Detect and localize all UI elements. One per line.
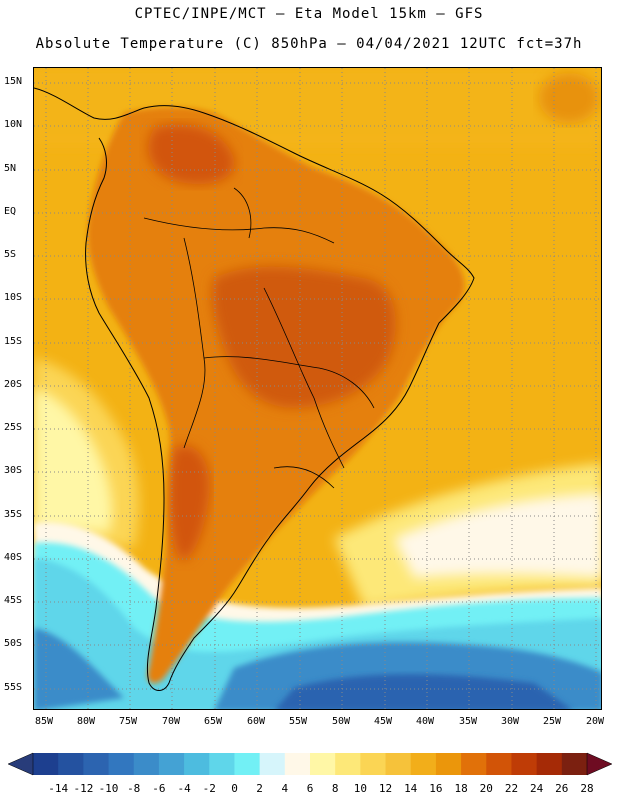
lat-label-eq: EQ xyxy=(4,206,17,217)
colorbar-cell xyxy=(259,753,286,775)
lat-label-15s: 15S xyxy=(4,336,23,347)
lon-label-80w: 80W xyxy=(76,716,96,727)
colorbar-tick-label: 6 xyxy=(306,782,314,795)
lon-label-20w: 20W xyxy=(585,716,605,727)
lon-label-30w: 30W xyxy=(500,716,520,727)
colorbar-cell xyxy=(158,753,185,775)
border-brazil-west xyxy=(263,287,345,469)
colorbar-cell xyxy=(33,753,59,775)
graticule xyxy=(34,68,601,709)
colorbar-cell xyxy=(435,753,462,775)
lat-label-5s: 5S xyxy=(4,249,17,260)
colorbar-cell xyxy=(410,753,437,775)
colorbar-tick-label: -12 xyxy=(73,782,94,795)
map-title: CPTEC/INPE/MCT – Eta Model 15km – GFS xyxy=(134,6,484,22)
lon-label-35w: 35W xyxy=(458,716,478,727)
lon-label-25w: 25W xyxy=(542,716,562,727)
lat-label-45s: 45S xyxy=(4,595,23,606)
lat-label-15n: 15N xyxy=(4,76,23,87)
south-atlantic-coldest xyxy=(275,674,572,709)
colorbar-cell xyxy=(461,753,487,775)
lon-label-65w: 65W xyxy=(203,716,223,727)
lon-label-85w: 85W xyxy=(34,716,54,727)
colorbar-tick-label: 2 xyxy=(256,782,263,795)
colorbar-tick-label: -8 xyxy=(127,782,141,795)
colorbar-tick-label: -2 xyxy=(202,782,216,795)
colorbar-tick-label: 0 xyxy=(231,782,238,795)
colorbar-cell xyxy=(561,753,588,775)
map-canvas xyxy=(34,68,601,709)
colorbar-cell xyxy=(360,753,387,775)
lat-label-40s: 40S xyxy=(4,552,23,563)
colorbar-cell xyxy=(108,753,135,775)
lat-label-35s: 35S xyxy=(4,509,23,520)
colorbar-tick-label: -14 xyxy=(48,782,69,795)
colorbar-tick-label: 8 xyxy=(331,782,339,795)
colorbar-tick-label: 28 xyxy=(580,782,594,795)
colorbar-cell xyxy=(511,753,538,775)
lon-label-40w: 40W xyxy=(415,716,435,727)
lat-label-30s: 30S xyxy=(4,465,23,476)
colorbar-tick-label: 26 xyxy=(555,782,569,795)
colorbar-cell xyxy=(536,753,563,775)
colorbar-tick-label: 18 xyxy=(454,782,468,795)
colorbar-cell xyxy=(83,753,110,775)
colorbar-tick-label: 24 xyxy=(529,782,544,795)
colorbar-cell xyxy=(209,753,235,775)
colorbar-cell xyxy=(58,753,84,775)
colorbar-tick-label: 14 xyxy=(404,782,418,795)
colorbar-tick-label: 20 xyxy=(479,782,493,795)
colorbar-cell xyxy=(234,753,261,775)
lon-label-75w: 75W xyxy=(118,716,138,727)
colorbar-tick-label: -10 xyxy=(98,782,119,795)
colorbar-low-arrow xyxy=(8,752,34,776)
colorbar-tick-label: -4 xyxy=(177,782,191,795)
temperature-map xyxy=(33,67,602,710)
lon-label-70w: 70W xyxy=(161,716,181,727)
border-andes xyxy=(183,237,206,449)
lon-label-60w: 60W xyxy=(246,716,266,727)
border-uruguay xyxy=(273,466,335,489)
map-subtitle: Absolute Temperature (C) 850hPa – 04/04/… xyxy=(35,36,583,52)
lat-label-25s: 25S xyxy=(4,422,23,433)
atlantic-cold-band xyxy=(394,493,601,578)
colorbar-cell xyxy=(284,753,311,775)
lat-label-50s: 50S xyxy=(4,638,23,649)
lat-label-20s: 20S xyxy=(4,379,23,390)
lon-label-45w: 45W xyxy=(373,716,393,727)
lat-label-5n: 5N xyxy=(4,163,17,174)
border-paraguay xyxy=(203,356,375,409)
temperature-colorbar xyxy=(8,752,612,776)
colorbar-tick-label: 16 xyxy=(429,782,443,795)
lat-label-10s: 10S xyxy=(4,292,23,303)
colorbar-cell xyxy=(335,753,361,775)
caribbean-warm-spot xyxy=(539,73,599,123)
colorbar-high-arrow xyxy=(586,752,612,776)
lon-label-55w: 55W xyxy=(288,716,308,727)
colorbar-tick-label: -6 xyxy=(152,782,166,795)
lat-label-55s: 55S xyxy=(4,682,23,693)
colorbar-cell xyxy=(486,753,512,775)
colorbar-tick-label: 12 xyxy=(378,782,393,795)
central-hot-core xyxy=(212,266,396,408)
andes-hot-core xyxy=(168,445,210,560)
lon-label-50w: 50W xyxy=(331,716,351,727)
southwest-very-cold xyxy=(34,628,124,709)
colorbar-tick-label: 10 xyxy=(353,782,368,795)
colorbar-cell xyxy=(310,753,336,775)
northern-hot-core xyxy=(148,124,235,185)
pacific-cooler-wedge xyxy=(34,388,113,533)
colorbar-cells xyxy=(33,753,588,775)
lat-label-10n: 10N xyxy=(4,119,23,130)
colorbar-tick-label: 4 xyxy=(281,782,289,795)
colorbar-cell xyxy=(133,753,160,775)
colorbar-tick-label: 22 xyxy=(504,782,519,795)
country-borders xyxy=(143,187,375,489)
border-venezuela xyxy=(233,187,252,239)
colorbar-cell xyxy=(385,753,412,775)
colorbar-cell xyxy=(184,753,210,775)
border-north xyxy=(143,217,335,244)
south-america-coastline xyxy=(34,87,475,691)
